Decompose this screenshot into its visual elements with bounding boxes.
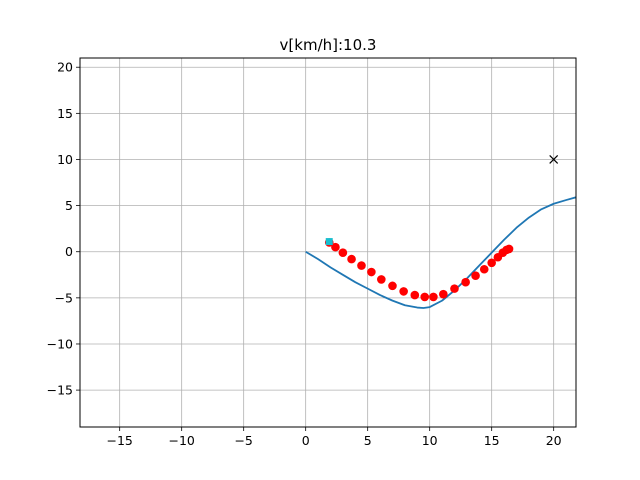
y-tick-label: 10 (57, 152, 73, 167)
waypoint-marker (471, 271, 480, 281)
vehicle-marker (325, 238, 333, 246)
waypoint-marker (367, 267, 376, 277)
x-tick-label: −15 (106, 433, 132, 448)
axes-frame (79, 57, 577, 428)
waypoint-marker (429, 292, 438, 302)
waypoint-marker (439, 289, 448, 299)
waypoint-marker (487, 258, 496, 268)
y-tick-label: 15 (57, 106, 73, 121)
chart-title: v[km/h]:10.3 (280, 36, 377, 54)
x-tick-label: 15 (484, 433, 500, 448)
x-tick-label: −5 (234, 433, 252, 448)
goal-marker-stroke (549, 155, 559, 164)
x-tick-label: 5 (364, 433, 372, 448)
y-tick-label: −15 (47, 383, 73, 398)
waypoint-marker (357, 261, 366, 270)
x-tick-label: 0 (302, 433, 310, 448)
waypoint-marker (420, 292, 430, 302)
series-layer (305, 155, 576, 309)
ticks: −15 −10 −5 0 5 10 15 20 −15 −10 −5 0 5 10 15 20 (47, 60, 562, 448)
waypoint-marker (347, 254, 356, 264)
waypoint-marker (479, 264, 489, 274)
waypoint-marker (450, 284, 459, 293)
x-tick-label: 10 (422, 433, 438, 448)
waypoint-marker (388, 281, 397, 291)
y-tick-label: −5 (55, 290, 73, 305)
y-tick-label: −10 (47, 336, 73, 351)
x-tick-label: −10 (168, 433, 194, 448)
trajectory-line (305, 196, 576, 309)
waypoint-marker (399, 287, 408, 296)
waypoint-marker (338, 248, 348, 257)
waypoint-marker (377, 275, 386, 284)
grid (80, 58, 576, 427)
waypoint-marker (504, 244, 514, 254)
y-tick-label: 5 (65, 198, 73, 213)
y-tick-label: 0 (65, 244, 73, 259)
x-tick-label: 20 (546, 433, 562, 448)
waypoint-marker (331, 242, 340, 252)
waypoint-marker (410, 290, 420, 300)
waypoint-marker (461, 277, 470, 287)
y-tick-label: 20 (57, 60, 73, 75)
